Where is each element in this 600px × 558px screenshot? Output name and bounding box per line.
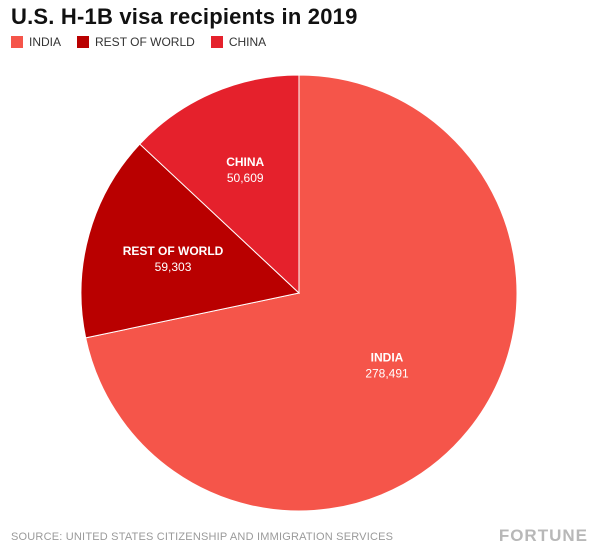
legend-item-china: CHINA <box>210 35 267 49</box>
slice-label-india: INDIA <box>371 350 404 364</box>
slice-value-china: 50,609 <box>227 171 264 185</box>
legend-swatch-india <box>11 36 23 48</box>
slice-label-china: CHINA <box>226 155 264 169</box>
pie-slice-rest-of-world <box>80 143 301 339</box>
pie-slice-india <box>85 74 518 512</box>
legend-item-rest-of-world: REST OF WORLD <box>77 35 195 49</box>
legend-label-china: CHINA <box>228 35 267 49</box>
legend-label-india: INDIA <box>29 35 62 49</box>
slice-value-india: 278,491 <box>365 366 409 380</box>
chart-title: U.S. H-1B visa recipients in 2019 <box>11 4 358 29</box>
legend-item-india: INDIA <box>11 35 61 49</box>
legend-swatch-rest-of-world <box>77 36 90 48</box>
slice-value-rest-of-world: 59,303 <box>155 260 192 274</box>
brand-logo: FORTUNE <box>498 526 588 545</box>
chart-legend: INDIA REST OF WORLD CHINA <box>11 35 282 49</box>
legend-label-rest-of-world: REST OF WORLD <box>95 35 195 49</box>
source-note: SOURCE: UNITED STATES CITIZENSHIP AND IM… <box>11 531 394 543</box>
legend-swatch-china <box>210 36 223 48</box>
pie-slice-china <box>139 74 300 295</box>
slice-label-rest-of-world: REST OF WORLD <box>123 244 224 258</box>
